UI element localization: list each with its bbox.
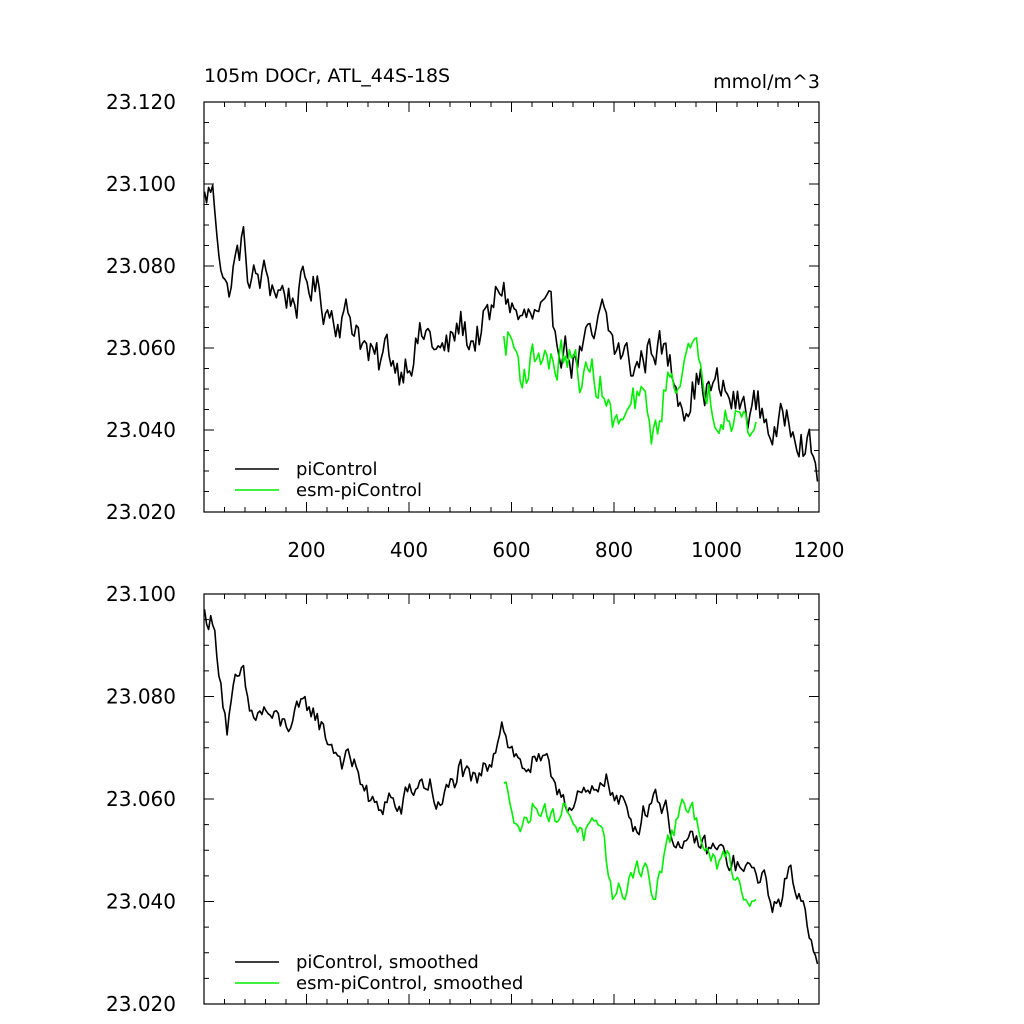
y-tick-label: 23.060 [106,787,176,811]
y-tick-label: 23.100 [106,582,176,606]
series-line-esm-picontrol [503,331,757,445]
y-tick-label: 23.060 [106,336,176,360]
x-tick-label: 800 [595,538,633,562]
top-panel-series [203,184,819,482]
chart-title: 105m DOCr, ATL_44S-18S [204,65,450,87]
bottom-legend: piControl, smoothed esm-piControl, smoot… [235,952,523,994]
x-tick-label: 200 [287,538,325,562]
y-tick-label: 23.080 [106,254,176,278]
units-label: mmol/m^3 [713,71,820,93]
series-line-esm-picontrol-smoothed [503,781,757,908]
bottom-plot-frame [203,593,820,1005]
top-legend: piControl esm-piControl [235,459,422,501]
legend-label-esm-picontrol-smoothed: esm-piControl, smoothed [296,973,523,994]
legend-label-picontrol-smoothed: piControl, smoothed [296,952,479,973]
bottom-panel: 23.020 23.040 23.060 23.080 23.100 piControl… [106,582,820,1016]
y-tick-label: 23.020 [106,500,176,524]
top-panel-ticks: 23.020 23.040 23.060 23.080 23.100 23.120 200 4… [106,90,844,562]
y-tick-label: 23.120 [106,90,176,114]
y-tick-label: 23.020 [106,992,176,1016]
y-tick-label: 23.080 [106,685,176,709]
top-panel: 105m DOCr, ATL_44S-18S mmol/m^3 23.02023… [106,65,844,562]
legend-label-esm-picontrol: esm-piControl [296,480,422,501]
bottom-panel-ticks: 23.020 23.040 23.060 23.080 23.100 [106,582,820,1016]
y-tick-label: 23.040 [106,418,176,442]
x-tick-label: 1200 [794,538,845,562]
x-tick-label: 600 [492,538,530,562]
bottom-panel-series [203,609,819,965]
series-line-picontrol-smoothed [203,609,819,965]
series-line-picontrol [203,184,819,482]
legend-label-picontrol: piControl [296,459,378,480]
x-tick-label: 400 [390,538,428,562]
y-tick-label: 23.040 [106,890,176,914]
x-tick-label: 1000 [691,538,742,562]
top-plot-frame [203,101,820,513]
y-tick-label: 23.100 [106,172,176,196]
